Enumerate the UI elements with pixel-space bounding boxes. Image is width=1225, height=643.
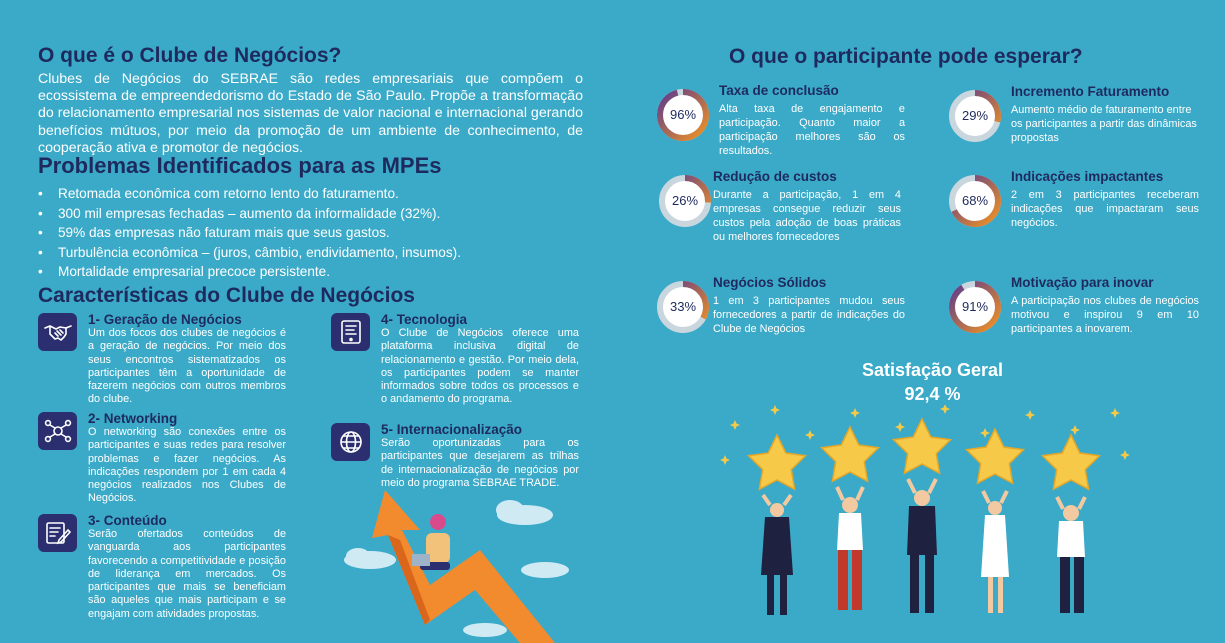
document-edit-icon <box>38 514 77 552</box>
feature-body: Um dos focos dos clubes de negócios é a … <box>88 327 286 406</box>
stat-body: A participação nos clubes de negócios mo… <box>1011 295 1199 335</box>
tablet-icon <box>331 313 370 351</box>
stat-revenue-increase: 29% Incremento Faturamento Aumento médio… <box>948 84 1208 169</box>
feature-body: Serão ofertados conteúdos de vanguarda a… <box>88 528 286 620</box>
globe-icon <box>331 423 370 461</box>
ring-fill <box>657 89 709 141</box>
feature-title: 2- Networking <box>88 411 178 426</box>
feature-title: 1- Geração de Negócios <box>88 312 242 327</box>
stat-title: Incremento Faturamento <box>1011 84 1170 99</box>
feature-body: O Clube de Negócios oferece uma platafor… <box>381 327 579 406</box>
stat-body: Durante a participação, 1 em 4 empresas … <box>713 189 901 243</box>
progress-ring <box>949 175 1001 227</box>
stat-percentage: 96% <box>669 107 697 122</box>
stat-percentage: 91% <box>961 299 989 314</box>
section-title-expectations: O que o participante pode esperar? <box>729 45 1083 68</box>
ring-fill <box>949 90 1001 142</box>
progress-ring <box>657 281 709 333</box>
stat-body: 2 em 3 participantes receberam indicaçõe… <box>1011 189 1199 229</box>
feature-body: O networking são conexões entre os parti… <box>88 426 286 505</box>
stat-body: Alta taxa de engajamento e participação.… <box>719 103 905 157</box>
ring-fill <box>657 281 709 333</box>
feature-title: 5- Internacionalização <box>381 422 523 437</box>
progress-ring <box>949 90 1001 142</box>
problem-item: 300 mil empresas fechadas – aumento da i… <box>38 204 578 224</box>
problem-item: Mortalidade empresarial precoce persiste… <box>38 262 578 282</box>
satisfaction-value: 92,4 % <box>904 384 961 404</box>
network-icon <box>38 412 77 450</box>
problems-list: Retomada econômica com retorno lento do … <box>38 184 578 282</box>
problem-item: Turbulência econômica – (juros, câmbio, … <box>38 243 578 263</box>
stat-innovation-motivation: 91% Motivação para inovar A participação… <box>948 275 1208 360</box>
stat-solid-business: 33% Negócios Sólidos 1 em 3 participante… <box>656 275 916 360</box>
stat-title: Indicações impactantes <box>1011 169 1164 184</box>
stat-percentage: 26% <box>671 193 699 208</box>
problem-item: Retomada econômica com retorno lento do … <box>38 184 578 204</box>
handshake-icon <box>38 313 77 351</box>
stat-percentage: 68% <box>961 193 989 208</box>
satisfaction-title: Satisfação Geral <box>861 360 1004 380</box>
stat-title: Taxa de conclusão <box>719 83 839 98</box>
stat-completion-rate: 96% Taxa de conclusão Alta taxa de engaj… <box>656 83 916 168</box>
section-title-features: Características do Clube de Negócios <box>38 284 415 307</box>
person-1 <box>761 493 793 615</box>
stat-body: 1 em 3 participantes mudou seus forneced… <box>713 295 905 335</box>
ring-fill <box>949 281 1001 333</box>
stat-percentage: 33% <box>669 299 697 314</box>
person-3 <box>906 478 938 613</box>
stat-title: Negócios Sólidos <box>713 275 827 290</box>
stat-title: Redução de custos <box>713 169 837 184</box>
feature-title: 4- Tecnologia <box>381 312 468 327</box>
growth-arrow-illustration <box>344 490 569 643</box>
section-title-what-is: O que é o Clube de Negócios? <box>38 44 342 67</box>
progress-ring <box>949 281 1001 333</box>
ring-fill <box>949 175 1001 227</box>
problem-item: 59% das empresas não faturam mais que se… <box>38 223 578 243</box>
stat-cost-reduction: 26% Redução de custos Durante a particip… <box>658 169 918 254</box>
people-holding-stars-illustration <box>720 405 1130 615</box>
progress-ring <box>657 89 709 141</box>
stat-percentage: 29% <box>961 108 989 123</box>
progress-ring <box>659 175 711 227</box>
stat-body: Aumento médio de faturamento entre os pa… <box>1011 104 1197 144</box>
person-5 <box>1055 496 1087 613</box>
person-2 <box>835 486 865 610</box>
left-panel: O que é o Clube de Negócios? Clubes de N… <box>38 0 598 643</box>
section-title-problems: Problemas Identificados para as MPEs <box>38 153 442 178</box>
intro-paragraph: Clubes de Negócios do SEBRAE são redes e… <box>38 71 583 156</box>
stat-impactful-referrals: 68% Indicações impactantes 2 em 3 partic… <box>948 169 1208 254</box>
feature-title: 3- Conteúdo <box>88 513 167 528</box>
stat-title: Motivação para inovar <box>1011 275 1154 290</box>
feature-body: Serão oportunizadas para os participante… <box>381 437 579 489</box>
ring-fill <box>659 175 711 227</box>
person-4 <box>981 490 1009 613</box>
